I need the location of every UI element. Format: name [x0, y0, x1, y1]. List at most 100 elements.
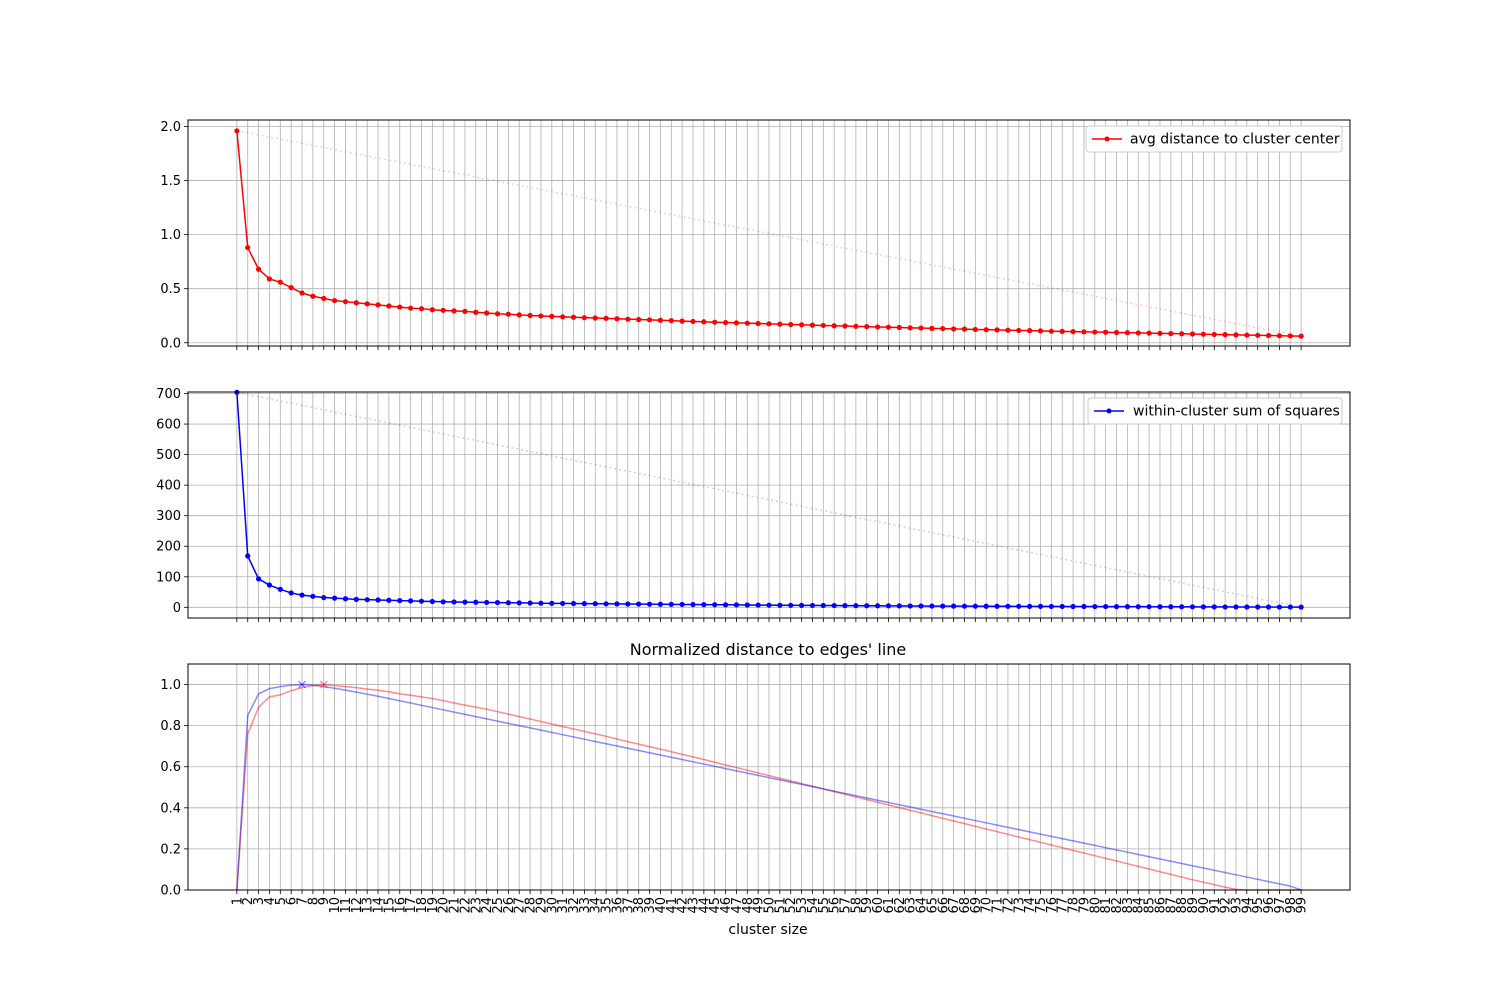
data-point: [1157, 330, 1163, 336]
data-point: [418, 306, 425, 312]
data-point: [636, 601, 642, 607]
y-tick-label: 1.5: [160, 174, 181, 189]
data-point: [1070, 603, 1076, 610]
data-point: [342, 299, 349, 305]
x-tick-label: 67: [947, 897, 962, 914]
data-point: [1244, 604, 1250, 610]
data-point: [1287, 333, 1293, 339]
data-point: [636, 316, 642, 323]
data-point: [527, 312, 533, 319]
x-tick-label: 98: [1284, 897, 1299, 914]
data-point: [907, 325, 913, 331]
data-point: [245, 244, 251, 251]
data-point: [777, 321, 783, 327]
data-point: [255, 576, 262, 582]
x-tick-label: 24: [480, 897, 495, 914]
data-point: [310, 293, 316, 299]
x-tick-label: 90: [1197, 897, 1212, 914]
x-tick-label: 46: [719, 897, 734, 914]
data-point: [462, 308, 468, 314]
data-point: [864, 603, 870, 609]
data-point: [288, 285, 294, 291]
data-point: [1255, 332, 1261, 338]
x-tick-label: 48: [741, 897, 756, 914]
data-point: [983, 327, 989, 333]
data-point: [1027, 328, 1033, 334]
x-tick-label: 57: [839, 897, 854, 914]
data-point: [1146, 330, 1152, 336]
data-point: [701, 602, 707, 608]
y-tick-label: 0.0: [160, 336, 181, 351]
x-tick-label: 3: [252, 897, 267, 905]
data-point: [972, 603, 978, 609]
data-point: [625, 601, 631, 607]
data-point: [885, 603, 892, 609]
data-point: [1103, 329, 1109, 335]
x-tick-label: 53: [795, 897, 810, 914]
x-tick-label: 33: [578, 897, 593, 914]
data-point: [603, 601, 609, 607]
data-point: [896, 324, 902, 331]
x-axis-label: cluster size: [728, 922, 807, 938]
x-tick-label: 63: [904, 897, 919, 914]
knee-marker: [298, 680, 306, 689]
x-tick-label: 92: [1219, 897, 1234, 914]
data-point: [1081, 329, 1087, 335]
x-tick-label: 2: [241, 897, 256, 905]
data-point: [266, 582, 273, 588]
data-point: [994, 327, 1000, 333]
x-tick-label: 68: [958, 897, 973, 914]
x-tick-label: 19: [426, 897, 441, 914]
data-point: [429, 598, 435, 605]
data-point: [874, 324, 881, 330]
data-point: [408, 598, 414, 604]
data-point: [1189, 604, 1196, 610]
data-point: [907, 603, 913, 609]
data-point: [744, 602, 750, 608]
data-point: [1048, 603, 1054, 610]
knee-marker-stroke: [319, 680, 328, 689]
x-tick-label: 70: [980, 897, 995, 914]
data-point: [994, 603, 1000, 609]
data-point: [1276, 604, 1283, 610]
x-tick-label: 94: [1240, 897, 1255, 914]
within-cluster-ss-panel: 0 100 200 300 400 500 600 700 within-cluster su…: [156, 387, 1351, 622]
data-point: [516, 312, 522, 318]
data-point: [1189, 331, 1196, 337]
data-point: [1276, 333, 1283, 339]
y-tick-label: 0.2: [160, 842, 181, 857]
data-point: [809, 602, 816, 609]
x-tick-label: 55: [817, 897, 832, 914]
data-point: [712, 319, 718, 325]
x-tick-label: 50: [763, 897, 778, 914]
y-tick-label: 0.6: [160, 760, 181, 775]
data-point: [733, 320, 740, 326]
data-point: [1005, 603, 1011, 609]
data-point: [494, 311, 501, 317]
data-point: [1005, 327, 1011, 333]
data-point: [777, 602, 783, 608]
data-point: [918, 325, 924, 331]
data-point: [1179, 331, 1185, 337]
data-point: [668, 601, 674, 607]
data-point: [549, 313, 555, 319]
x-tick-label: 6: [285, 897, 300, 905]
data-point: [1070, 329, 1076, 335]
y-tick-label: 0.0: [160, 884, 181, 899]
data-point: [484, 310, 490, 316]
data-point: [505, 600, 511, 606]
data-point: [462, 599, 468, 605]
data-point: [1092, 329, 1098, 335]
data-point: [1211, 331, 1217, 338]
data-point: [1298, 604, 1304, 610]
data-point: [646, 601, 653, 607]
x-tick-label: 60: [871, 897, 886, 914]
data-point: [570, 600, 577, 607]
x-tick-label: 16: [393, 897, 408, 914]
x-tick-label: 27: [513, 897, 528, 914]
data-point: [1016, 327, 1022, 334]
x-tick-label: 69: [969, 897, 984, 914]
x-tick-label: 7: [296, 897, 311, 905]
axes-frame: [187, 119, 1351, 347]
